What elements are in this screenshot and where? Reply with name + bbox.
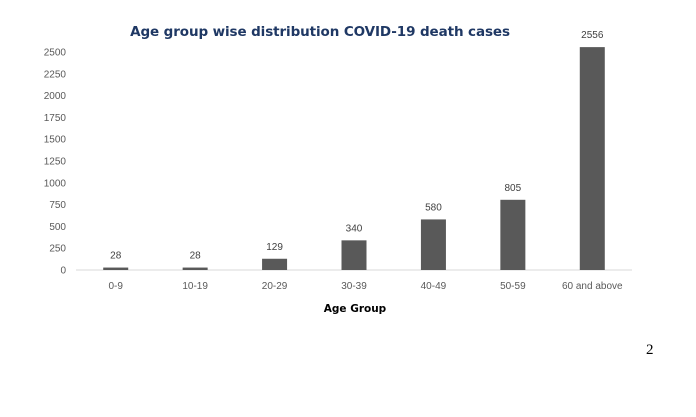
- y-tick-label: 750: [49, 200, 66, 211]
- chart-title: Age group wise distribution COVID-19 dea…: [130, 24, 510, 40]
- y-tick-label: 250: [49, 244, 66, 255]
- bars: [103, 47, 605, 271]
- x-tick-label: 50-59: [500, 281, 526, 292]
- bar: [420, 219, 446, 270]
- data-labels: 28 28 129 340 580 805 2556: [110, 30, 604, 261]
- bar: [500, 199, 526, 270]
- bar: [182, 267, 208, 270]
- bar: [341, 240, 367, 270]
- y-tick-label: 1500: [44, 135, 67, 146]
- y-tick-label: 2500: [44, 48, 67, 59]
- page-number: 2: [646, 342, 654, 358]
- x-tick-label: 20-29: [262, 281, 288, 292]
- data-label: 2556: [581, 30, 604, 41]
- x-tick-label: 30-39: [341, 281, 367, 292]
- x-axis-ticks: 0-9 10-19 20-29 30-39 40-49 50-59 60 and above: [108, 281, 623, 292]
- y-tick-label: 1000: [44, 178, 67, 189]
- x-tick-label: 60 and above: [562, 281, 623, 292]
- data-label: 129: [266, 242, 283, 253]
- bar: [103, 267, 129, 270]
- bar: [262, 258, 288, 270]
- y-tick-label: 500: [49, 222, 66, 233]
- y-tick-label: 2000: [44, 91, 67, 102]
- y-tick-label: 2250: [44, 69, 67, 80]
- data-label: 805: [505, 183, 522, 194]
- x-tick-label: 10-19: [182, 281, 208, 292]
- x-tick-label: 0-9: [108, 281, 123, 292]
- data-label: 340: [346, 223, 363, 234]
- y-axis-ticks: 0 250 500 750 1000 1250 1500 1750 2000 2250 2500: [44, 48, 67, 277]
- data-label: 580: [425, 202, 442, 213]
- y-tick-label: 0: [60, 266, 66, 277]
- data-label: 28: [110, 251, 122, 262]
- data-label: 28: [190, 251, 202, 262]
- y-tick-label: 1750: [44, 113, 67, 124]
- y-tick-label: 1250: [44, 157, 67, 168]
- bar: [579, 47, 605, 271]
- x-axis-label: Age Group: [323, 303, 387, 315]
- x-tick-label: 40-49: [421, 281, 447, 292]
